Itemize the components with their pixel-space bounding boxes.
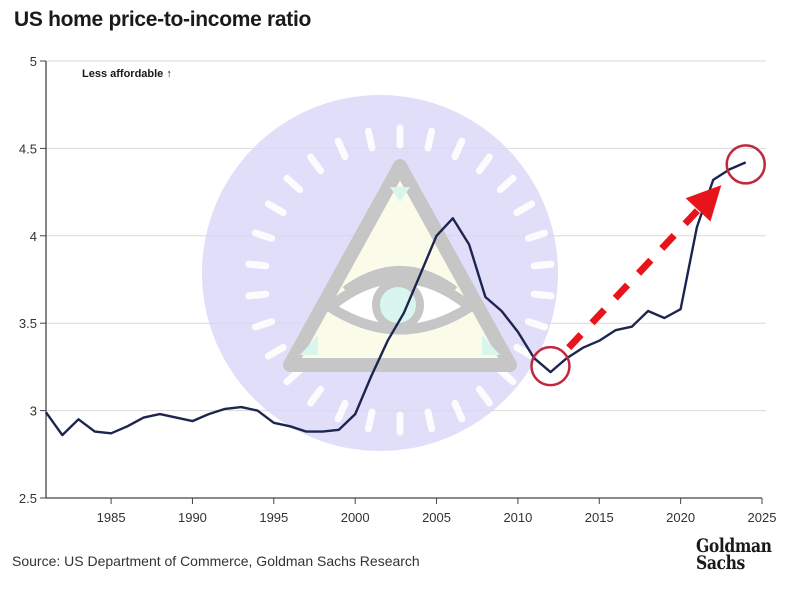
source-note: Source: US Department of Commerce, Goldm… — [12, 553, 420, 569]
goldman-sachs-logo: Goldman Sachs — [696, 535, 772, 574]
eye-of-providence-icon — [202, 95, 558, 451]
axes: 2.5 3 3.5 4 4.5 5 1985 1990 1995 2000 2005 2010 2015… — [19, 54, 777, 525]
ray — [334, 399, 349, 423]
ray — [264, 200, 287, 216]
ray — [251, 229, 276, 242]
y-tick-label: 2.5 — [19, 491, 37, 506]
logo-line-2: Sachs — [696, 552, 745, 574]
x-tick-label: 2015 — [585, 510, 614, 525]
arrow-head — [685, 185, 722, 222]
ray — [424, 408, 436, 433]
ray — [283, 174, 304, 194]
series-line — [45, 161, 747, 437]
ray — [513, 200, 536, 216]
ray — [530, 290, 555, 300]
overlay-annotations — [530, 144, 766, 387]
less-affordable-annotation: Less affordable ↑ — [82, 68, 172, 80]
chart-title: US home price-to-income ratio — [14, 8, 312, 31]
highlight-circle-low — [530, 345, 571, 387]
x-tick-label: 2005 — [422, 510, 451, 525]
ray — [283, 366, 304, 386]
dashed-arrow-shaft — [566, 207, 701, 351]
series-layer — [45, 161, 747, 437]
ray — [245, 260, 270, 270]
x-tick-label: 2025 — [748, 510, 777, 525]
ray — [364, 408, 376, 433]
ray — [475, 153, 493, 175]
ray — [251, 318, 276, 331]
x-tick-label: 1990 — [178, 510, 207, 525]
ray — [496, 366, 517, 386]
ray — [364, 127, 376, 152]
y-tick-label: 3 — [30, 404, 37, 419]
y-tick-label: 5 — [30, 54, 37, 69]
x-tick-label: 2020 — [666, 510, 695, 525]
ray — [334, 137, 349, 161]
ray — [524, 229, 549, 242]
highlight-circle-high — [725, 144, 766, 185]
ray — [245, 290, 270, 300]
ray — [530, 260, 555, 270]
ray — [307, 385, 325, 407]
ray — [307, 153, 325, 175]
ray — [424, 127, 436, 152]
ray — [264, 344, 287, 360]
x-tick-label: 2010 — [503, 510, 532, 525]
ray — [524, 318, 549, 331]
y-tick-label: 4.5 — [19, 141, 37, 156]
y-tick-label: 4 — [30, 229, 37, 244]
ray — [451, 399, 466, 423]
ray — [475, 385, 493, 407]
x-tick-label: 2000 — [341, 510, 370, 525]
x-tick-label: 1985 — [97, 510, 126, 525]
logo-line-1: Goldman — [696, 535, 772, 557]
ray — [496, 174, 517, 194]
y-tick-label: 3.5 — [19, 316, 37, 331]
ray — [513, 344, 536, 360]
x-tick-label: 1995 — [259, 510, 288, 525]
ray — [451, 137, 466, 161]
